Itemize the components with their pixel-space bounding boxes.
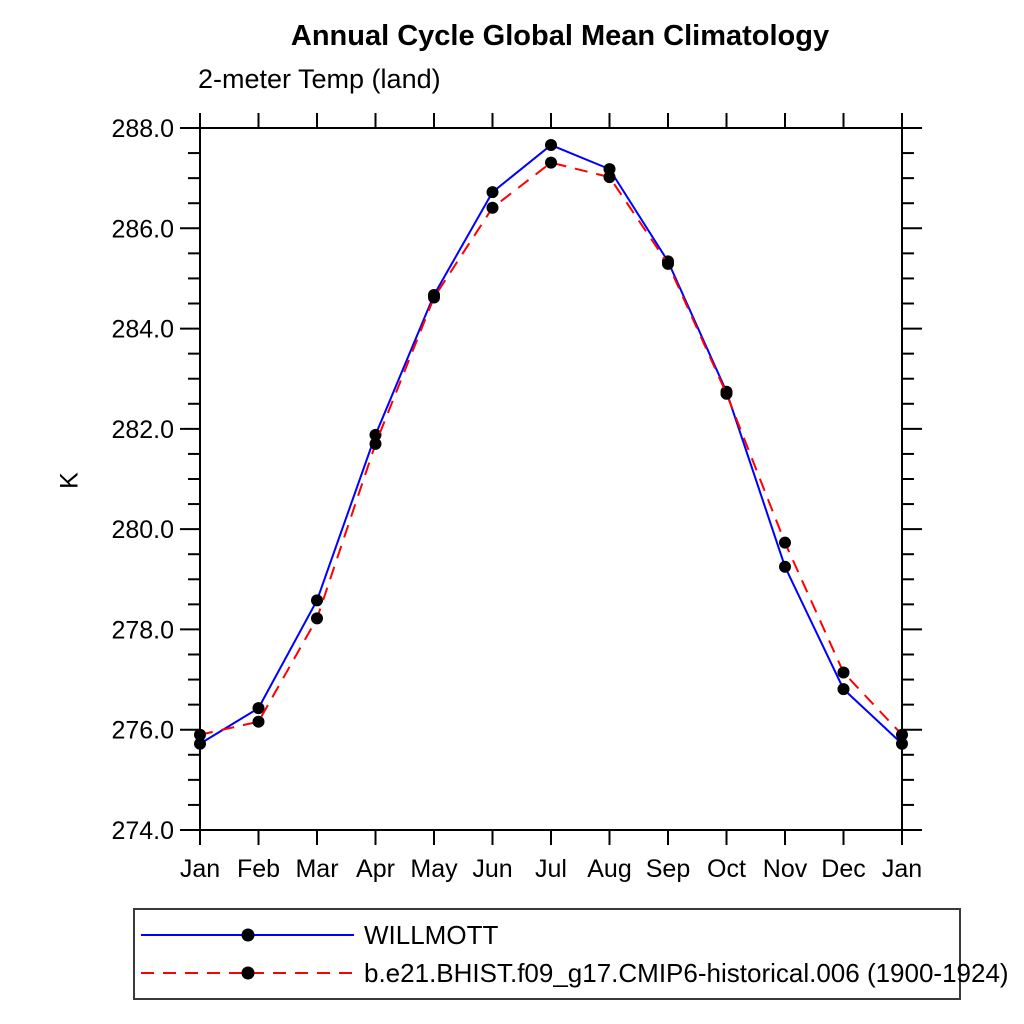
- data-point-marker: [428, 291, 440, 304]
- data-point-marker: [896, 737, 908, 750]
- data-point-marker: [252, 715, 265, 728]
- data-point-marker: [369, 428, 382, 441]
- legend-entry-willmott: WILLMOTT: [141, 919, 959, 951]
- x-tick-label: Oct: [707, 855, 746, 883]
- x-tick-label: Jan: [180, 855, 220, 883]
- x-tick-label: Jan: [882, 855, 922, 883]
- data-point-marker: [194, 728, 206, 741]
- chart-subtitle: 2-meter Temp (land): [198, 64, 441, 94]
- x-tick-label: Dec: [821, 855, 865, 883]
- data-point-marker: [486, 201, 499, 214]
- legend-sample-marker: [241, 966, 255, 980]
- x-tick-label: Jul: [535, 855, 567, 883]
- legend-label-willmott: WILLMOTT: [364, 919, 499, 950]
- y-tick-label: 280.0: [111, 516, 174, 544]
- plot-box: [199, 127, 903, 831]
- x-tick-label: Sep: [646, 855, 690, 883]
- x-tick-label: Feb: [237, 855, 280, 883]
- data-point-marker: [311, 594, 323, 607]
- y-tick-label: 278.0: [111, 616, 174, 644]
- data-point-marker: [720, 387, 733, 400]
- x-tick-label: Mar: [295, 855, 338, 883]
- series-line-1: [199, 161, 903, 736]
- data-point-marker: [545, 139, 557, 152]
- y-tick-label: 288.0: [111, 115, 174, 143]
- data-point-marker: [779, 560, 791, 573]
- chart-title: Annual Cycle Global Mean Climatology: [290, 20, 830, 52]
- series-line-0: [199, 143, 903, 745]
- model-line-sample-icon: [141, 966, 354, 980]
- x-tick-label: Nov: [763, 855, 808, 883]
- legend-label-model: b.e21.BHIST.f09_g17.CMIP6-historical.006…: [364, 957, 1009, 988]
- y-tick-label: 286.0: [111, 215, 174, 243]
- data-point-marker: [369, 437, 382, 450]
- x-tick-label: May: [410, 855, 458, 883]
- willmott-line-sample-icon: [141, 928, 354, 942]
- data-point-marker: [779, 536, 791, 549]
- y-tick-label: 276.0: [111, 717, 174, 745]
- data-point-marker: [545, 156, 557, 169]
- data-point-marker: [896, 728, 908, 741]
- data-point-marker: [837, 683, 850, 696]
- legend-entry-model: b.e21.BHIST.f09_g17.CMIP6-historical.006…: [141, 957, 1009, 989]
- x-tick-label: Aug: [587, 855, 631, 883]
- data-point-marker: [194, 737, 206, 750]
- y-tick-label: 282.0: [111, 416, 174, 444]
- legend-sample-marker: [241, 928, 255, 942]
- data-point-marker: [486, 186, 499, 199]
- data-point-marker: [662, 257, 674, 270]
- data-point-marker: [603, 171, 616, 184]
- data-point-marker: [252, 702, 265, 715]
- y-tick-label: 274.0: [111, 817, 174, 845]
- data-point-marker: [837, 666, 850, 679]
- y-tick-label: 284.0: [111, 316, 174, 344]
- chart-legend: WILLMOTT b.e21.BHIST.f09_g17.CMIP6-histo…: [133, 908, 1009, 1000]
- x-tick-label: Apr: [356, 855, 395, 883]
- data-point-marker: [311, 612, 323, 625]
- x-tick-label: Jun: [472, 855, 512, 883]
